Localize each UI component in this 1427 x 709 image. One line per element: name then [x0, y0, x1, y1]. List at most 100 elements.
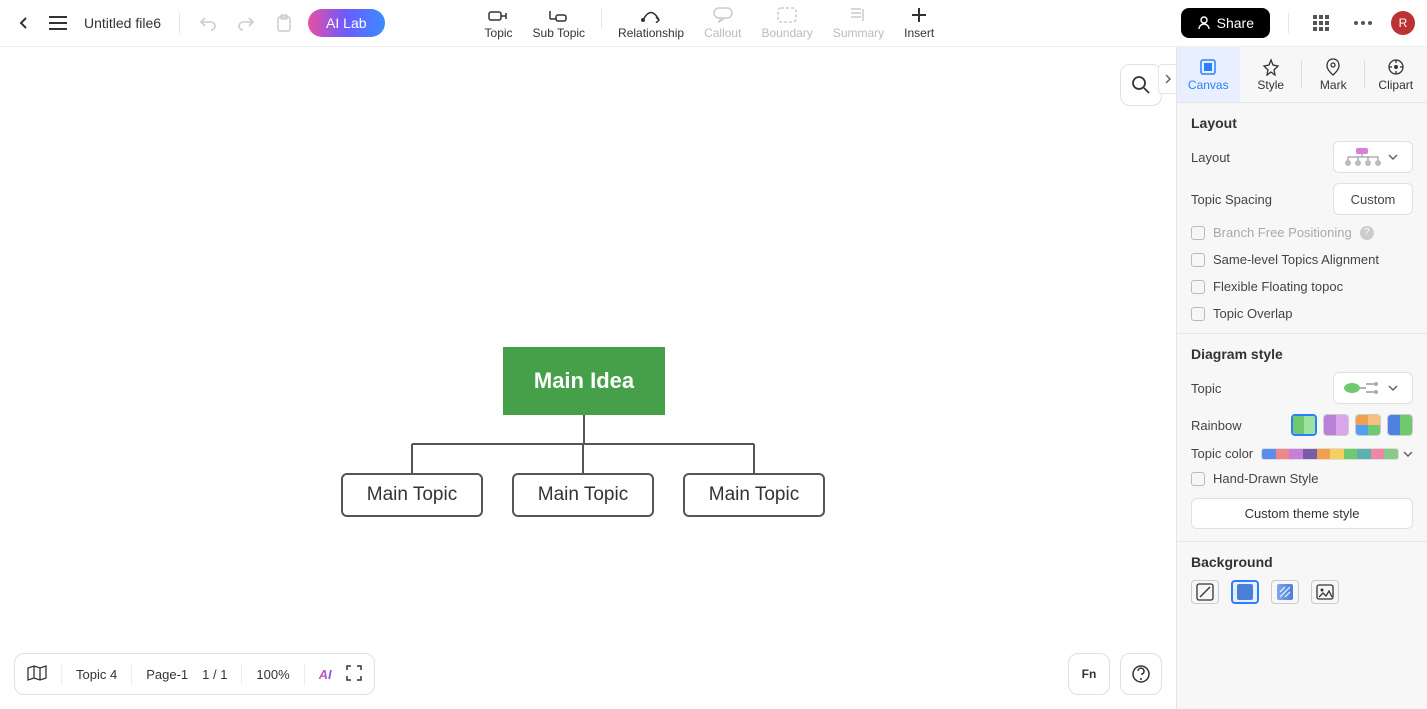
map-button[interactable]: [27, 665, 47, 684]
subtopic-icon: [548, 6, 570, 24]
callout-icon: [713, 6, 733, 24]
custom-theme-button[interactable]: Custom theme style: [1191, 498, 1413, 529]
file-title[interactable]: Untitled file6: [80, 15, 165, 31]
boundary-icon: [777, 6, 797, 24]
bg-image[interactable]: [1311, 580, 1339, 604]
tool-label: Relationship: [618, 26, 684, 40]
background-section: Background: [1177, 542, 1427, 616]
avatar[interactable]: R: [1391, 11, 1415, 35]
back-button[interactable]: [12, 11, 36, 35]
right-panel: Canvas Style Mark Clipart Layout Layout …: [1176, 47, 1427, 709]
share-button[interactable]: Share: [1181, 8, 1270, 38]
tab-label: Mark: [1320, 78, 1347, 92]
tool-boundary: Boundary: [751, 0, 822, 47]
layout-section: Layout Layout Topic Spacing Custom Branc…: [1177, 103, 1427, 334]
more-button[interactable]: [1349, 9, 1377, 37]
redo-button[interactable]: [232, 9, 260, 37]
fullscreen-button[interactable]: [346, 665, 362, 684]
topic-node[interactable]: Main Topic: [683, 473, 825, 517]
tab-canvas[interactable]: Canvas: [1177, 47, 1240, 102]
checkbox-icon: [1191, 307, 1205, 321]
rainbow-swatch[interactable]: [1291, 414, 1317, 436]
rainbow-swatches: [1291, 414, 1413, 436]
check-label: Flexible Floating topoc: [1213, 279, 1343, 294]
topic-label: Topic: [1191, 381, 1221, 396]
check-label: Same-level Topics Alignment: [1213, 252, 1379, 267]
topic-color-label: Topic color: [1191, 446, 1253, 461]
divider: [1288, 13, 1289, 33]
tab-clipart[interactable]: Clipart: [1365, 47, 1427, 102]
tool-summary: Summary: [823, 0, 894, 47]
topic-color-strip[interactable]: [1261, 448, 1399, 460]
fn-button[interactable]: Fn: [1068, 653, 1110, 695]
chevron-down-icon: [1388, 385, 1398, 391]
tab-label: Canvas: [1188, 78, 1229, 92]
topic-node[interactable]: Main Topic: [512, 473, 654, 517]
canvas[interactable]: Main Idea Main TopicMain TopicMain Topic: [0, 47, 1176, 709]
search-button[interactable]: [1120, 64, 1162, 106]
panel-collapse-button[interactable]: [1158, 64, 1176, 94]
topic-count: Topic 4: [76, 667, 117, 682]
insert-icon: [911, 6, 927, 24]
tool-label: Summary: [833, 26, 884, 40]
topic-style-dropdown[interactable]: [1333, 372, 1413, 404]
checkbox-icon: [1191, 253, 1205, 267]
check-label: Hand-Drawn Style: [1213, 471, 1319, 486]
share-label: Share: [1217, 15, 1254, 31]
topic-preview-icon: [1342, 379, 1382, 397]
rainbow-swatch[interactable]: [1387, 414, 1413, 436]
spacing-label: Topic Spacing: [1191, 192, 1272, 207]
ai-lab-button[interactable]: AI Lab: [308, 9, 384, 37]
connectors: [0, 47, 1176, 709]
tool-subtopic[interactable]: Sub Topic: [523, 0, 595, 47]
bg-none[interactable]: [1191, 580, 1219, 604]
checkbox-icon: [1191, 226, 1205, 240]
relationship-icon: [640, 6, 662, 24]
check-label: Topic Overlap: [1213, 306, 1292, 321]
flexible-checkbox[interactable]: Flexible Floating topoc: [1191, 279, 1413, 294]
chevron-down-icon: [1403, 451, 1413, 457]
chevron-down-icon: [1388, 154, 1398, 160]
page-label[interactable]: Page-1: [146, 667, 188, 682]
undo-button[interactable]: [194, 9, 222, 37]
section-title: Diagram style: [1191, 346, 1413, 362]
layout-preview-icon: [1342, 147, 1382, 167]
topic-node[interactable]: Main Topic: [341, 473, 483, 517]
zoom-level[interactable]: 100%: [256, 667, 289, 682]
branch-free-checkbox: Branch Free Positioning ?: [1191, 225, 1413, 240]
spacing-value: Custom: [1351, 192, 1396, 207]
summary-icon: [849, 6, 867, 24]
tool-topic[interactable]: Topic: [475, 0, 523, 47]
same-level-checkbox[interactable]: Same-level Topics Alignment: [1191, 252, 1413, 267]
clipart-icon: [1387, 58, 1405, 76]
divider: [601, 8, 602, 28]
style-icon: [1262, 58, 1280, 76]
mark-icon: [1325, 58, 1341, 76]
hand-drawn-checkbox[interactable]: Hand-Drawn Style: [1191, 471, 1413, 486]
tab-label: Style: [1257, 78, 1284, 92]
tool-relationship[interactable]: Relationship: [608, 0, 694, 47]
tab-style[interactable]: Style: [1240, 47, 1303, 102]
rainbow-swatch[interactable]: [1355, 414, 1381, 436]
overlap-checkbox[interactable]: Topic Overlap: [1191, 306, 1413, 321]
bg-solid[interactable]: [1231, 580, 1259, 604]
tab-mark[interactable]: Mark: [1302, 47, 1365, 102]
rainbow-label: Rainbow: [1191, 418, 1242, 433]
help-button[interactable]: [1120, 653, 1162, 695]
section-title: Layout: [1191, 115, 1413, 131]
apps-button[interactable]: [1307, 9, 1335, 37]
tool-callout: Callout: [694, 0, 751, 47]
spacing-dropdown[interactable]: Custom: [1333, 183, 1413, 215]
person-icon: [1197, 16, 1211, 30]
bg-gradient[interactable]: [1271, 580, 1299, 604]
paste-button[interactable]: [270, 9, 298, 37]
menu-button[interactable]: [46, 11, 70, 35]
diagram-section: Diagram style Topic Rainbow Topic color …: [1177, 334, 1427, 542]
tool-label: Callout: [704, 26, 741, 40]
layout-dropdown[interactable]: [1333, 141, 1413, 173]
rainbow-swatch[interactable]: [1323, 414, 1349, 436]
ai-button[interactable]: AI: [319, 667, 332, 682]
help-icon[interactable]: ?: [1360, 226, 1374, 240]
checkbox-icon: [1191, 280, 1205, 294]
tool-insert[interactable]: Insert: [894, 0, 944, 47]
